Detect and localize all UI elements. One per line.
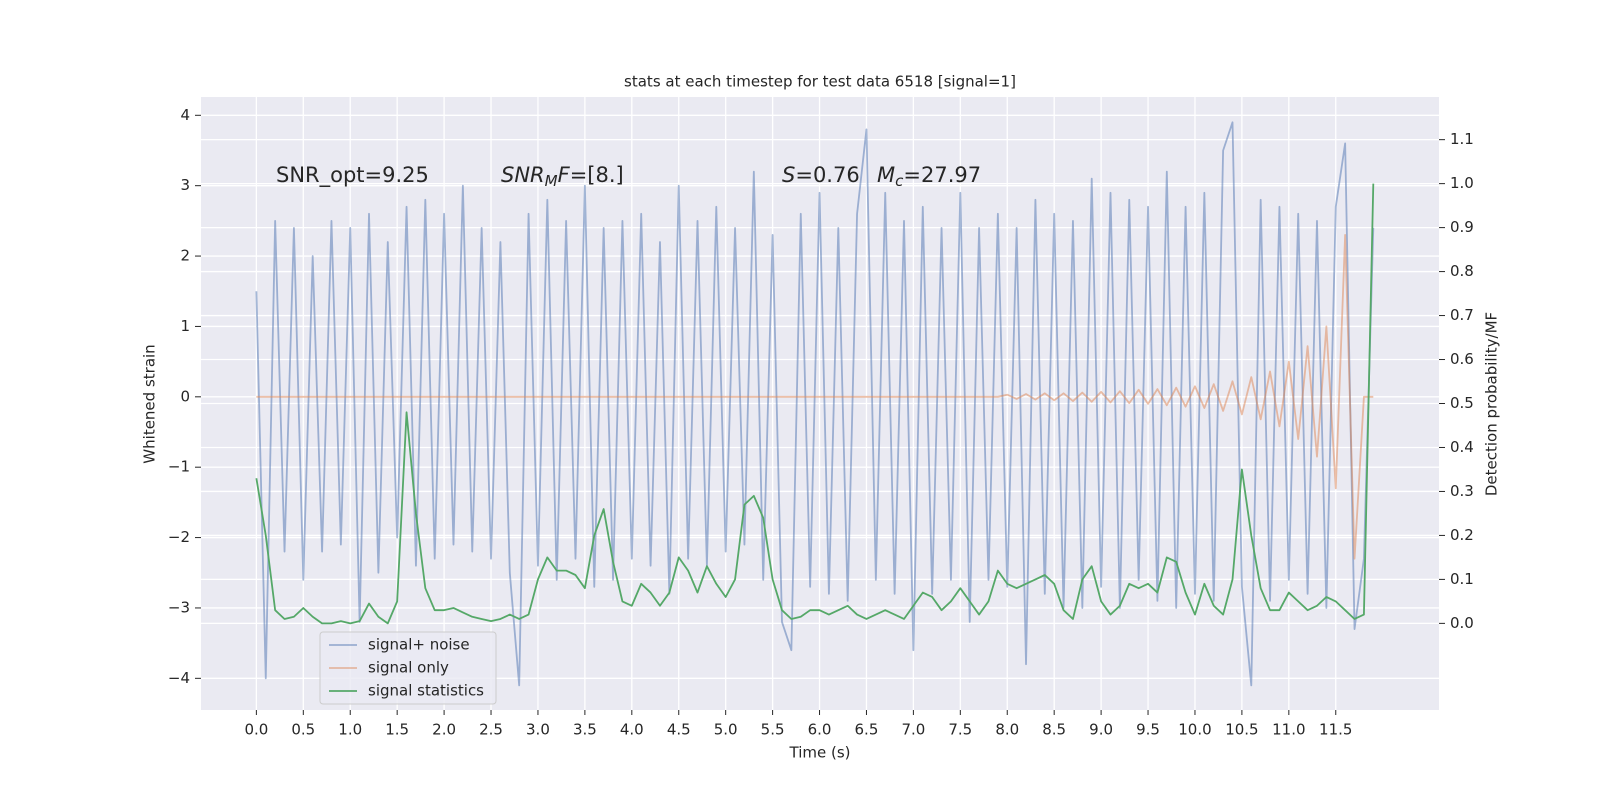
y2-tick-label: 0.0 [1450, 614, 1474, 632]
y-tick-label: 4 [180, 106, 190, 124]
x-tick-label: 8.0 [995, 721, 1019, 739]
annotation-part: =0.76 [795, 163, 859, 187]
chart-title: stats at each timestep for test data 651… [624, 73, 1016, 91]
annotation-part: M [545, 172, 558, 190]
y2-tick-label: 0.2 [1450, 526, 1474, 544]
y-tick-label: −2 [168, 528, 190, 546]
annotation-part: SNR_opt=9.25 [276, 163, 429, 188]
y-tick-label: 1 [180, 317, 190, 335]
y-tick-label: 0 [180, 387, 190, 405]
x-tick-label: 6.0 [808, 721, 832, 739]
x-tick-label: 4.5 [667, 721, 691, 739]
axes: 0.0 0.5 1.0 1.5 2.0 2.5 3.0 3.5 4.0 4.5 5.0 5.5 6.0 6… [168, 106, 1474, 739]
x-tick-label: 2.0 [432, 721, 456, 739]
x-tick-label: 7.5 [948, 721, 972, 739]
annotation-part: c [895, 172, 904, 190]
x-tick-label: 2.5 [479, 721, 503, 739]
legend: signal+ noise signal only signal statistic… [319, 631, 497, 705]
annotation-part: F [558, 163, 571, 187]
x-tick-label: 6.5 [855, 721, 879, 739]
x-tick-label: 9.5 [1136, 721, 1160, 739]
y2-tick-label: 1.1 [1450, 130, 1474, 148]
x-tick-label: 1.5 [385, 721, 409, 739]
series-line [255, 121, 1375, 687]
legend-label: signal+ noise [368, 636, 470, 654]
annotation-part: =[8.] [570, 163, 624, 187]
annotation: Mc=27.97 [877, 163, 981, 190]
y-tick-label: 3 [180, 176, 190, 194]
annotation-part: =27.97 [903, 163, 981, 187]
x-tick-label: 9.0 [1089, 721, 1113, 739]
x-tick-label: 5.0 [714, 721, 738, 739]
x-tick-label: 0.5 [291, 721, 315, 739]
annotation-part: S [782, 163, 795, 187]
y2-tick-label: 0.7 [1450, 306, 1474, 324]
x-tick-label: 1.0 [338, 721, 362, 739]
x-tick-label: 11.0 [1272, 721, 1305, 739]
legend-box [319, 631, 497, 705]
y-tick-label: −1 [168, 458, 190, 476]
x-tick-label: 3.0 [526, 721, 550, 739]
annotations: SNR_opt=9.25 SNRMF=[8.] S=0.76 Mc=27.97 [276, 163, 981, 190]
y2-tick-label: 0.3 [1450, 482, 1474, 500]
y-tick-label: −4 [168, 669, 190, 687]
marks [255, 121, 1375, 687]
y-tick-label: 2 [180, 247, 190, 265]
x-tick-label: 4.0 [620, 721, 644, 739]
series-line [255, 183, 1375, 625]
x-tick-label: 0.0 [244, 721, 268, 739]
annotation-part: SNR [501, 163, 545, 187]
annotation: SNRMF=[8.] [501, 163, 624, 190]
y2-tick-label: 1.0 [1450, 174, 1474, 192]
y2-axis-label: Detection probability/MF [1483, 312, 1501, 496]
x-tick-label: 5.5 [761, 721, 785, 739]
x-tick-label: 8.5 [1042, 721, 1066, 739]
y2-tick-label: 0.6 [1450, 350, 1474, 368]
y2-tick-label: 0.1 [1450, 570, 1474, 588]
y2-tick-label: 0.9 [1450, 218, 1474, 236]
legend-label: signal statistics [368, 682, 484, 700]
annotation: SNR_opt=9.25 [276, 163, 429, 188]
grid [201, 97, 1439, 710]
legend-label: signal only [368, 659, 449, 677]
x-tick-label: 3.5 [573, 721, 597, 739]
x-tick-label: 7.0 [901, 721, 925, 739]
y2-tick-label: 0.4 [1450, 438, 1474, 456]
annotation-part: M [877, 163, 895, 187]
x-axis-label: Time (s) [789, 744, 851, 762]
y2-tick-label: 0.5 [1450, 394, 1474, 412]
y-axis-label: Whitened strain [141, 344, 159, 463]
x-tick-label: 10.0 [1178, 721, 1211, 739]
x-tick-label: 11.5 [1319, 721, 1352, 739]
annotation: S=0.76 [782, 163, 860, 187]
series-line [256, 234, 1374, 560]
y-tick-label: −3 [168, 598, 190, 616]
x-tick-label: 10.5 [1225, 721, 1258, 739]
y2-tick-label: 0.8 [1450, 262, 1474, 280]
